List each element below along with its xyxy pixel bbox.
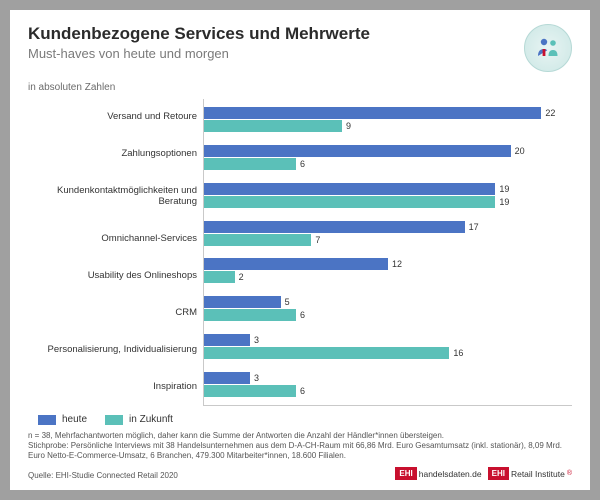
bar-value: 17 (469, 222, 479, 232)
bar (204, 120, 342, 132)
bar-group: 3 16 (204, 334, 572, 359)
bar (204, 258, 388, 270)
bar (204, 372, 250, 384)
bar (204, 158, 296, 170)
legend-swatch (105, 415, 123, 425)
bar-row: 22 (204, 107, 572, 119)
bar-row: 3 (204, 334, 572, 346)
header: Kundenbezogene Services und Mehrwerte Mu… (28, 24, 572, 72)
bar (204, 221, 465, 233)
bar-row: 20 (204, 145, 572, 157)
category-labels: Versand und Retoure Zahlungsoptionen Kunde… (28, 99, 203, 406)
bar (204, 334, 250, 346)
category-label: CRM (28, 308, 197, 318)
bar-group: 1919 (204, 183, 572, 208)
bar-row: 7 (204, 234, 572, 246)
bar-row: 5 (204, 296, 572, 308)
category-label: Zahlungsoptionen (28, 149, 197, 159)
source-label: Quelle: EHI-Studie Connected Retail 2020 (28, 471, 178, 480)
unit-label: in absoluten Zahlen (28, 82, 572, 93)
logo-handelsdaten: EHI handelsdaten.de (395, 467, 481, 480)
bar-value: 12 (392, 259, 402, 269)
notes-line: Stichprobe: Persönliche Interviews mit 3… (28, 441, 572, 461)
titles: Kundenbezogene Services und Mehrwerte Mu… (28, 24, 524, 61)
people-icon (524, 24, 572, 72)
bar-value: 9 (346, 121, 351, 131)
bar-value: 22 (545, 108, 555, 118)
bar-value: 3 (254, 373, 259, 383)
logo-text: handelsdaten.de (419, 469, 482, 479)
bar-value: 16 (453, 348, 463, 358)
bar-value: 2 (239, 272, 244, 282)
bar-row: 6 (204, 158, 572, 170)
plot-area: 22920619191771225631636 (203, 99, 572, 406)
bar (204, 145, 511, 157)
bar-group: 17 7 (204, 221, 572, 246)
bar (204, 385, 296, 397)
legend: heute in Zukunft (38, 414, 572, 425)
category-label: Personalisierung, Individualisierung (28, 345, 197, 355)
bar (204, 347, 449, 359)
bar-value: 3 (254, 335, 259, 345)
bar-value: 5 (285, 297, 290, 307)
bar-group: 56 (204, 296, 572, 321)
category-label: Versand und Retoure (28, 112, 197, 122)
bar (204, 296, 281, 308)
bar-value: 20 (515, 146, 525, 156)
chart-title: Kundenbezogene Services und Mehrwerte (28, 24, 524, 44)
bar-group: 36 (204, 372, 572, 397)
legend-item-heute: heute (38, 414, 87, 425)
bar-value: 6 (300, 386, 305, 396)
bar-row: 3 (204, 372, 572, 384)
bar (204, 196, 495, 208)
bar-row: 17 (204, 221, 572, 233)
bar-group: 22 9 (204, 107, 572, 132)
bar-row: 2 (204, 271, 572, 283)
category-label: Omnichannel-Services (28, 234, 197, 244)
bar (204, 183, 495, 195)
bar (204, 309, 296, 321)
bar-value: 19 (499, 197, 509, 207)
bar-row: 19 (204, 196, 572, 208)
bar-group: 20 6 (204, 145, 572, 170)
bar (204, 107, 541, 119)
bar-row: 16 (204, 347, 572, 359)
logo-retail-institute: EHI Retail Institute® (488, 467, 572, 480)
bar-value: 6 (300, 310, 305, 320)
bar (204, 234, 311, 246)
bar (204, 271, 235, 283)
bar-value: 19 (499, 184, 509, 194)
bar-value: 6 (300, 159, 305, 169)
bar-row: 9 (204, 120, 572, 132)
logo-text: Retail Institute (511, 469, 565, 479)
logo-box: EHI (488, 467, 509, 480)
category-label: Usability des Onlineshops (28, 271, 197, 281)
category-label: Kundenkontaktmöglichkeiten und Beratung (28, 186, 197, 207)
footer: Quelle: EHI-Studie Connected Retail 2020… (28, 467, 572, 480)
legend-label: in Zukunft (129, 414, 173, 425)
bar-row: 6 (204, 385, 572, 397)
bar-row: 12 (204, 258, 572, 270)
notes-line: n = 38, Mehrfachantworten möglich, daher… (28, 431, 572, 441)
logos: EHI handelsdaten.de EHI Retail Institute… (395, 467, 572, 480)
legend-label: heute (62, 414, 87, 425)
chart-subtitle: Must-haves von heute und morgen (28, 46, 524, 61)
bar-chart: Versand und Retoure Zahlungsoptionen Kunde… (28, 99, 572, 406)
category-label: Inspiration (28, 382, 197, 392)
legend-item-zukunft: in Zukunft (105, 414, 173, 425)
bar-value: 7 (315, 235, 320, 245)
logo-box: EHI (395, 467, 416, 480)
registered-mark: ® (567, 470, 572, 477)
bar-row: 6 (204, 309, 572, 321)
bar-group: 12 2 (204, 258, 572, 283)
bar-row: 19 (204, 183, 572, 195)
legend-swatch (38, 415, 56, 425)
notes: n = 38, Mehrfachantworten möglich, daher… (28, 431, 572, 461)
chart-card: Kundenbezogene Services und Mehrwerte Mu… (10, 10, 590, 490)
